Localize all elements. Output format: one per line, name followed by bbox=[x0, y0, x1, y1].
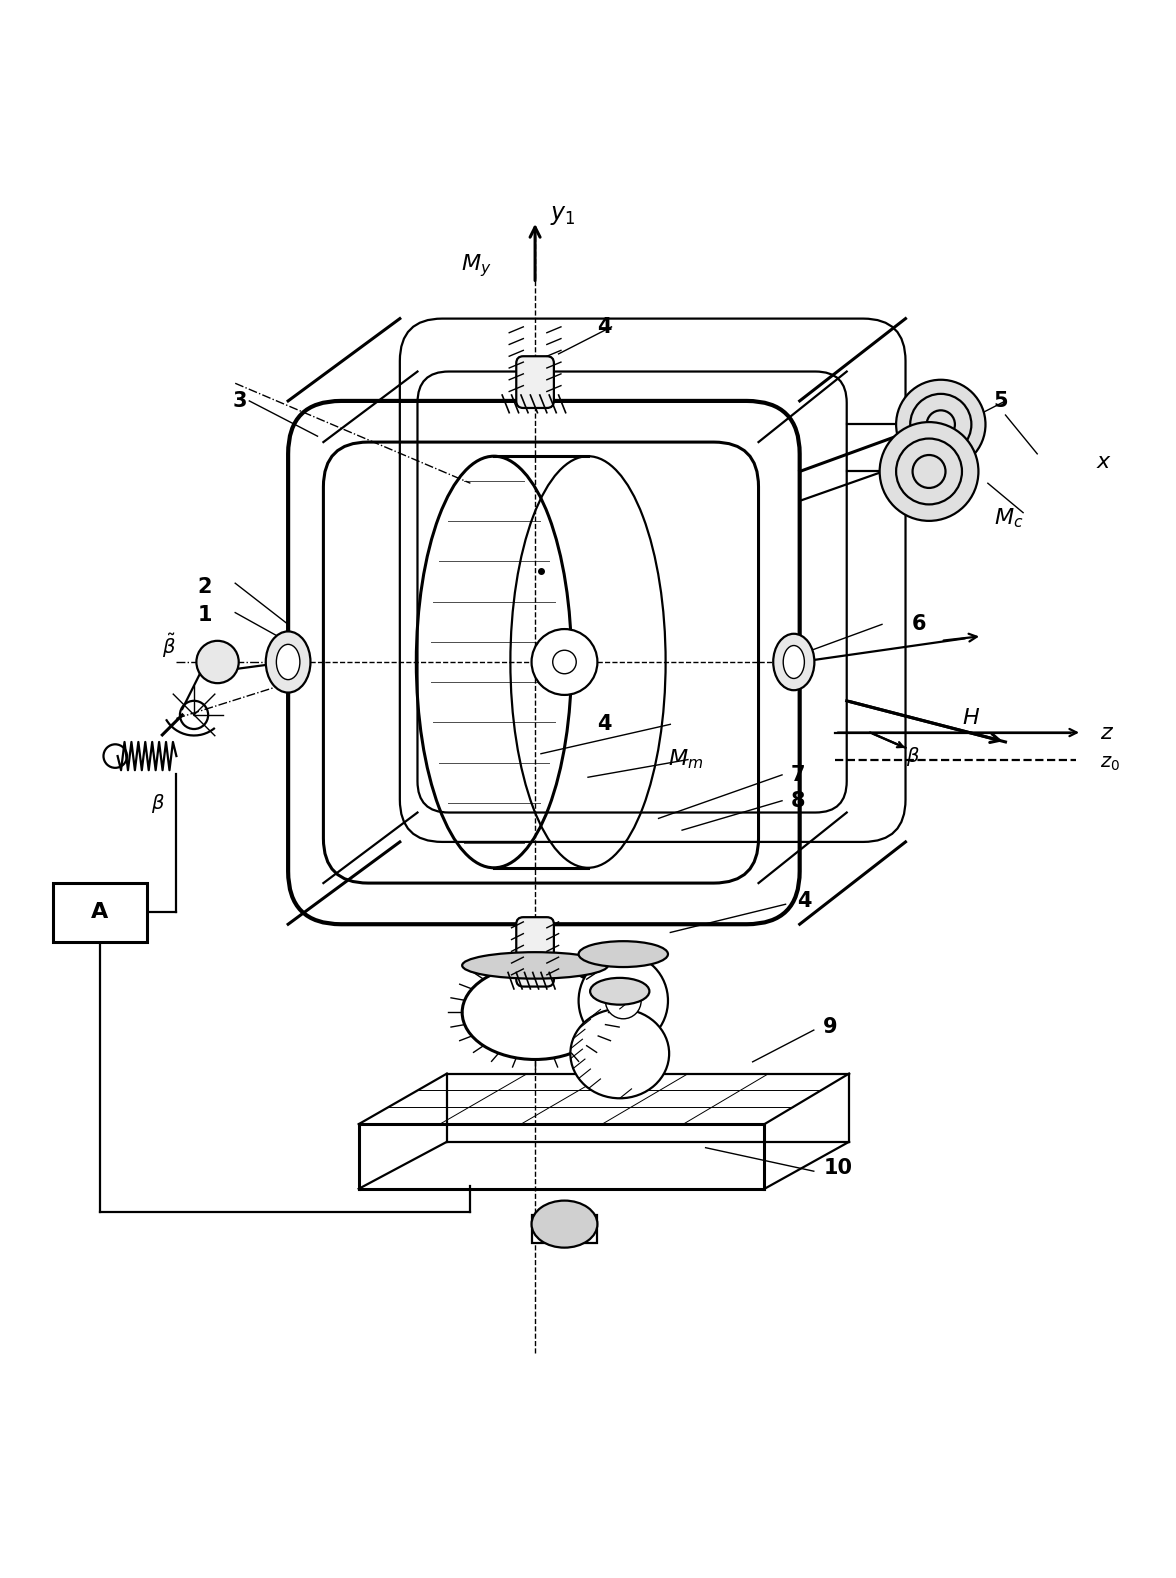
Text: $y_1$: $y_1$ bbox=[550, 204, 576, 227]
Text: $\beta$: $\beta$ bbox=[151, 792, 165, 814]
Ellipse shape bbox=[532, 1201, 597, 1248]
Text: A: A bbox=[92, 903, 108, 923]
Bar bbox=[53, 884, 147, 942]
Ellipse shape bbox=[462, 952, 608, 978]
Text: 10: 10 bbox=[823, 1158, 853, 1177]
Circle shape bbox=[880, 421, 978, 521]
Text: 4: 4 bbox=[797, 890, 811, 911]
Ellipse shape bbox=[266, 631, 310, 693]
Ellipse shape bbox=[570, 1008, 669, 1098]
Text: $M_c$: $M_c$ bbox=[994, 507, 1023, 530]
Ellipse shape bbox=[590, 978, 649, 1005]
Ellipse shape bbox=[579, 940, 668, 967]
Text: $z$: $z$ bbox=[1100, 723, 1114, 743]
Text: $z_0$: $z_0$ bbox=[1100, 754, 1120, 773]
FancyBboxPatch shape bbox=[516, 357, 554, 409]
Ellipse shape bbox=[462, 966, 608, 1059]
Text: $H$: $H$ bbox=[962, 709, 980, 729]
Text: 1: 1 bbox=[198, 604, 212, 625]
Text: 7: 7 bbox=[790, 765, 804, 784]
Circle shape bbox=[896, 380, 985, 469]
Text: 9: 9 bbox=[823, 1016, 837, 1037]
Bar bbox=[532, 1215, 597, 1243]
Circle shape bbox=[532, 630, 597, 694]
Circle shape bbox=[553, 650, 576, 674]
Text: 5: 5 bbox=[994, 391, 1008, 410]
Text: 6: 6 bbox=[911, 614, 926, 634]
Ellipse shape bbox=[783, 645, 804, 679]
Ellipse shape bbox=[276, 644, 300, 680]
Text: $\tilde{\beta}$: $\tilde{\beta}$ bbox=[162, 631, 176, 660]
Ellipse shape bbox=[606, 983, 641, 1019]
Circle shape bbox=[196, 641, 239, 683]
Text: 4: 4 bbox=[597, 715, 612, 734]
Text: $x$: $x$ bbox=[1096, 451, 1112, 472]
Text: 3: 3 bbox=[233, 391, 247, 410]
Text: $M_m$: $M_m$ bbox=[668, 748, 703, 772]
Text: 2: 2 bbox=[198, 576, 212, 596]
Text: 4: 4 bbox=[597, 317, 612, 336]
FancyBboxPatch shape bbox=[516, 917, 554, 986]
Text: 8: 8 bbox=[790, 791, 804, 811]
Ellipse shape bbox=[579, 955, 668, 1048]
Text: $M_y$: $M_y$ bbox=[461, 252, 492, 279]
Text: $\beta$: $\beta$ bbox=[906, 745, 920, 767]
Ellipse shape bbox=[774, 634, 815, 690]
